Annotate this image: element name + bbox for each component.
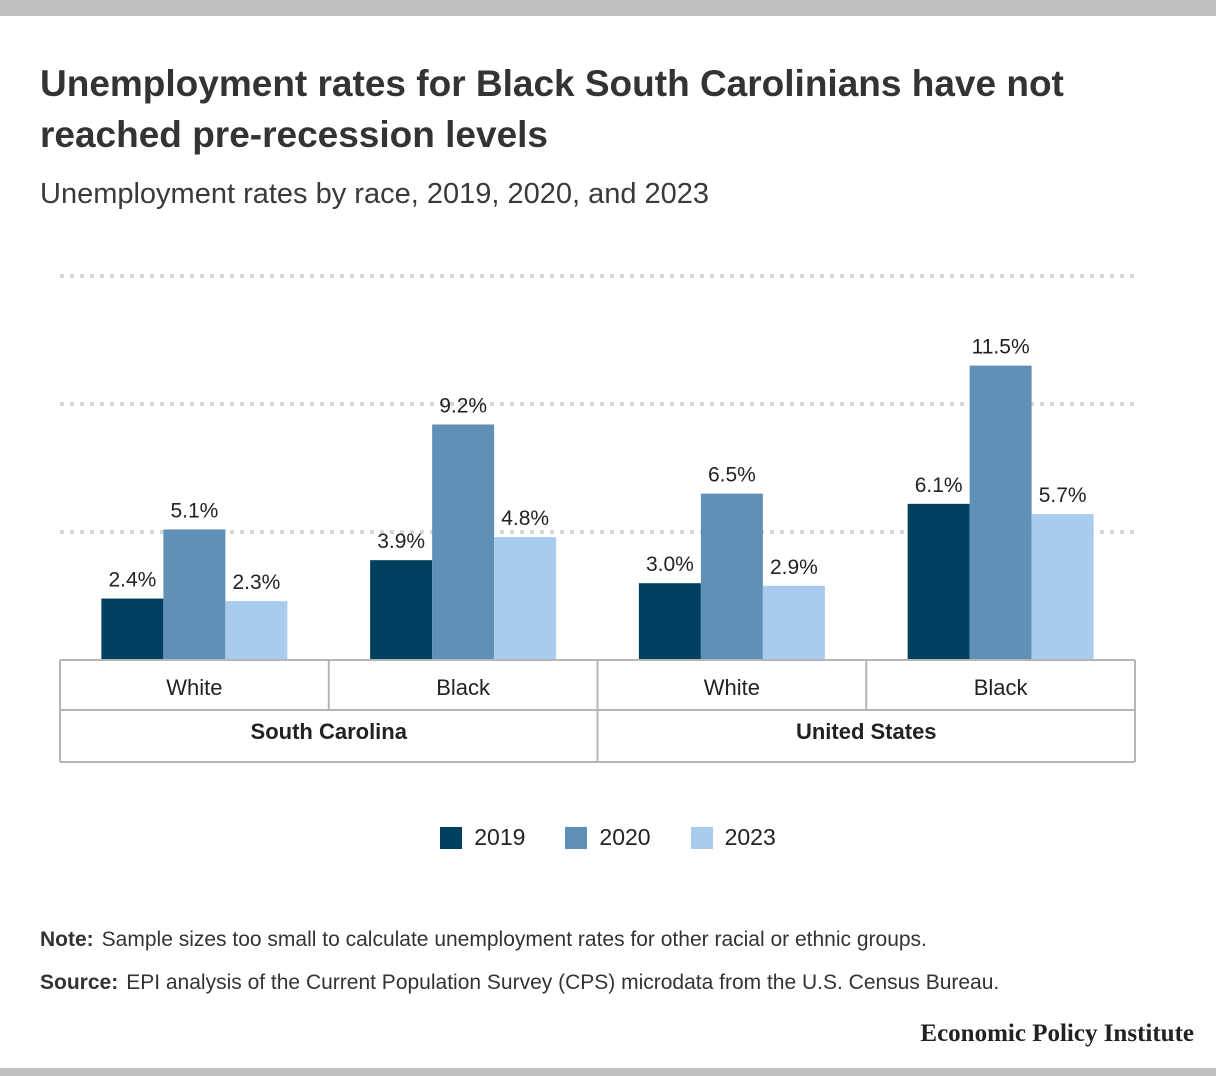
brand-logo-text: Economic Policy Institute bbox=[920, 1020, 1194, 1047]
note: Note: Sample sizes too small to calculate… bbox=[40, 928, 927, 952]
category-label-2: White bbox=[704, 675, 760, 700]
note-label: Note: bbox=[40, 928, 94, 951]
legend-label-2023: 2023 bbox=[724, 824, 776, 850]
source: Source: EPI analysis of the Current Popul… bbox=[40, 971, 999, 995]
bar-2023-0 bbox=[225, 601, 288, 660]
legend-swatch-2019 bbox=[440, 826, 463, 849]
data-label-2020-2: 6.5% bbox=[708, 464, 756, 487]
data-label-2019-1: 3.9% bbox=[377, 530, 425, 553]
bottom-border bbox=[0, 1068, 1216, 1076]
bar-2020-1 bbox=[432, 424, 495, 660]
data-label-2020-0: 5.1% bbox=[170, 499, 218, 522]
legend-item-2019: 2019 bbox=[440, 824, 525, 851]
bar-2023-2 bbox=[762, 585, 825, 660]
data-label-2020-3: 11.5% bbox=[972, 336, 1030, 359]
data-label-2019-3: 6.1% bbox=[915, 474, 963, 497]
bar-2019-1 bbox=[370, 560, 433, 660]
legend-swatch-2023 bbox=[690, 826, 713, 849]
source-label: Source: bbox=[40, 971, 119, 994]
group-label-0: South Carolina bbox=[251, 719, 408, 744]
legend: 2019 2020 2023 bbox=[0, 824, 1216, 851]
bar-2019-2 bbox=[638, 583, 701, 660]
bar-2023-3 bbox=[1031, 514, 1094, 660]
data-label-2020-1: 9.2% bbox=[439, 394, 487, 417]
category-label-1: Black bbox=[436, 675, 491, 700]
data-label-2019-2: 3.0% bbox=[646, 553, 694, 576]
data-label-2023-0: 2.3% bbox=[232, 571, 280, 594]
bar-2020-3 bbox=[969, 365, 1032, 660]
chart-title: Unemployment rates for Black South Carol… bbox=[40, 63, 1064, 155]
chart-subtitle: Unemployment rates by race, 2019, 2020, … bbox=[40, 178, 710, 210]
legend-swatch-2020 bbox=[565, 826, 588, 849]
data-label-2023-2: 2.9% bbox=[770, 556, 818, 579]
group-label-1: United States bbox=[796, 719, 937, 744]
bar-2019-0 bbox=[101, 598, 164, 660]
bar-2023-1 bbox=[494, 537, 557, 660]
legend-item-2020: 2020 bbox=[565, 824, 651, 851]
source-text: EPI analysis of the Current Population S… bbox=[126, 971, 1000, 994]
data-label-2019-0: 2.4% bbox=[108, 569, 156, 592]
bar-2020-2 bbox=[700, 493, 763, 660]
legend-label-2019: 2019 bbox=[474, 824, 526, 850]
note-text: Sample sizes too small to calculate unem… bbox=[101, 928, 927, 951]
category-label-3: Black bbox=[974, 675, 1029, 700]
legend-item-2023: 2023 bbox=[690, 824, 776, 851]
data-label-2023-1: 4.8% bbox=[501, 507, 549, 530]
bar-2020-0 bbox=[163, 529, 226, 660]
top-border bbox=[0, 0, 1216, 16]
legend-label-2020: 2020 bbox=[599, 824, 651, 850]
bar-2019-3 bbox=[907, 503, 970, 660]
bar-chart: 2.4% 5.1% 2.3% 3.9% 9.2% 4.8% 3.0% 6.5% 2.9% 6.1%… bbox=[59, 274, 1136, 763]
category-label-0: White bbox=[166, 675, 222, 700]
data-label-2023-3: 5.7% bbox=[1039, 484, 1087, 507]
